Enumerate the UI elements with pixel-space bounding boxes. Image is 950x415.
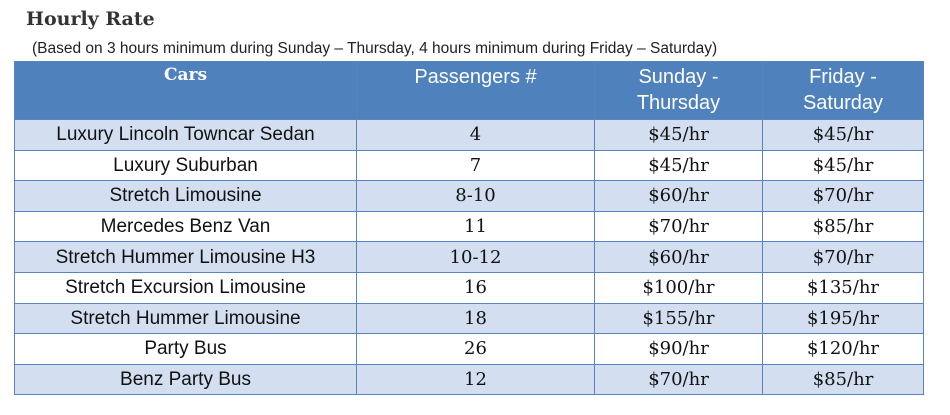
friday-saturday-rate-cell: $195/hr xyxy=(762,302,924,335)
friday-saturday-rate-cell: $70/hr xyxy=(762,180,924,212)
car-name-cell: Mercedes Benz Van xyxy=(14,210,357,243)
sunday-thursday-rate-cell: $90/hr xyxy=(594,333,763,365)
car-name-cell: Stretch Hummer Limousine xyxy=(14,302,357,335)
column-header-cars: Cars xyxy=(14,61,357,120)
car-name-cell: Stretch Excursion Limousine xyxy=(14,271,357,304)
header-saturday-line: Saturday xyxy=(802,92,884,114)
table-row: Stretch Excursion Limousine 16 $100/hr $… xyxy=(14,271,924,304)
car-name-cell: Luxury Lincoln Towncar Sedan xyxy=(14,119,357,151)
header-friday-line: Friday - xyxy=(809,66,877,88)
table-header-row: Cars Passengers # Sunday - Thursday Frid… xyxy=(14,61,924,120)
passengers-cell: 16 xyxy=(356,271,595,304)
page-title: Hourly Rate xyxy=(26,8,155,30)
table-row: Benz Party Bus 12 $70/hr $85/hr xyxy=(14,363,924,396)
sunday-thursday-rate-cell: $60/hr xyxy=(594,180,763,212)
table-row: Stretch Limousine 8-10 $60/hr $70/hr xyxy=(14,180,924,212)
car-name-cell: Luxury Suburban xyxy=(14,149,357,182)
car-name-cell: Stretch Limousine xyxy=(14,180,357,212)
table-row: Mercedes Benz Van 11 $70/hr $85/hr xyxy=(14,210,924,243)
minimum-hours-note: (Based on 3 hours minimum during Sunday … xyxy=(32,40,718,57)
table-row: Stretch Hummer Limousine H3 10-12 $60/hr… xyxy=(14,241,924,273)
table-row: Luxury Suburban 7 $45/hr $45/hr xyxy=(14,149,924,182)
friday-saturday-rate-cell: $45/hr xyxy=(762,149,924,182)
table-row: Party Bus 26 $90/hr $120/hr xyxy=(14,333,924,365)
hourly-rate-table: Cars Passengers # Sunday - Thursday Frid… xyxy=(14,61,924,396)
passengers-cell: 10-12 xyxy=(356,241,595,273)
column-header-passengers: Passengers # xyxy=(356,61,595,120)
sunday-thursday-rate-cell: $45/hr xyxy=(594,119,763,151)
passengers-cell: 8-10 xyxy=(356,180,595,212)
sunday-thursday-rate-cell: $155/hr xyxy=(594,302,763,335)
header-thursday-line: Thursday xyxy=(636,92,721,114)
sunday-thursday-rate-cell: $70/hr xyxy=(594,363,763,396)
friday-saturday-rate-cell: $70/hr xyxy=(762,241,924,273)
sunday-thursday-rate-cell: $100/hr xyxy=(594,271,763,304)
table-row: Luxury Lincoln Towncar Sedan 4 $45/hr $4… xyxy=(14,119,924,151)
friday-saturday-rate-cell: $45/hr xyxy=(762,119,924,151)
sunday-thursday-rate-cell: $60/hr xyxy=(594,241,763,273)
column-header-friday-saturday: Friday - Saturday xyxy=(762,61,924,120)
car-name-cell: Benz Party Bus xyxy=(14,363,357,396)
friday-saturday-rate-cell: $85/hr xyxy=(762,363,924,396)
header-sunday-line: Sunday - xyxy=(638,66,719,88)
passengers-cell: 26 xyxy=(356,333,595,365)
car-name-cell: Party Bus xyxy=(14,333,357,365)
column-header-sunday-thursday: Sunday - Thursday xyxy=(594,61,763,120)
passengers-cell: 12 xyxy=(356,363,595,396)
sunday-thursday-rate-cell: $70/hr xyxy=(594,210,763,243)
table-row: Stretch Hummer Limousine 18 $155/hr $195… xyxy=(14,302,924,335)
passengers-cell: 7 xyxy=(356,149,595,182)
friday-saturday-rate-cell: $120/hr xyxy=(762,333,924,365)
friday-saturday-rate-cell: $85/hr xyxy=(762,210,924,243)
sunday-thursday-rate-cell: $45/hr xyxy=(594,149,763,182)
friday-saturday-rate-cell: $135/hr xyxy=(762,271,924,304)
car-name-cell: Stretch Hummer Limousine H3 xyxy=(14,241,357,273)
passengers-cell: 18 xyxy=(356,302,595,335)
passengers-cell: 11 xyxy=(356,210,595,243)
passengers-cell: 4 xyxy=(356,119,595,151)
